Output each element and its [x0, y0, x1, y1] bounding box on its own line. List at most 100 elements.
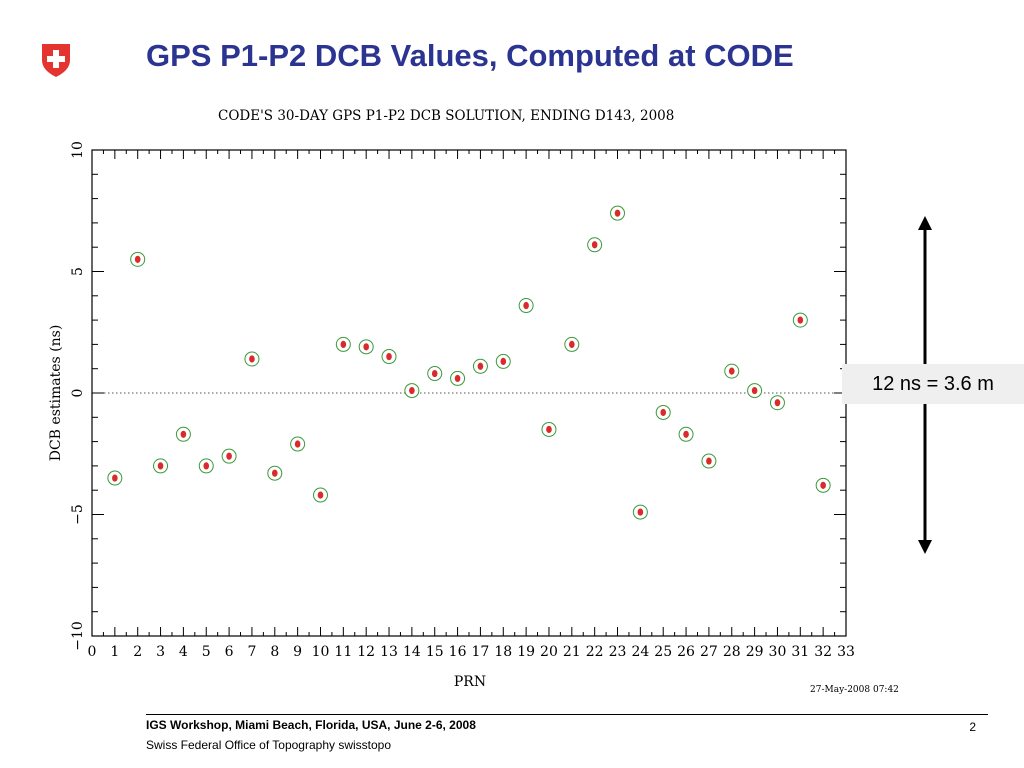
- data-point-dot: [569, 340, 575, 348]
- page-number: 2: [969, 720, 976, 734]
- data-point-dot: [774, 399, 781, 407]
- data-point-prn-8: [267, 465, 283, 481]
- data-point-prn-25: [655, 404, 671, 420]
- x-tick-label: 9: [293, 644, 302, 660]
- data-point-prn-3: [153, 458, 169, 474]
- data-point-prn-19: [518, 298, 534, 314]
- x-tick-label: 29: [746, 644, 764, 660]
- data-point-prn-11: [335, 336, 351, 352]
- data-point-dot: [112, 474, 118, 482]
- y-tick-label: 5: [70, 267, 86, 276]
- y-tick-label: 0: [70, 389, 86, 398]
- x-tick-label: 28: [723, 644, 741, 660]
- data-point-prn-20: [541, 421, 557, 437]
- data-point-prn-16: [450, 370, 466, 386]
- data-point-dot: [431, 369, 438, 378]
- x-tick-label: 8: [270, 644, 279, 660]
- data-point-dot: [820, 481, 826, 489]
- data-point-prn-27: [701, 453, 717, 469]
- x-tick-label: 15: [426, 644, 444, 660]
- x-tick-label: 23: [609, 644, 627, 660]
- data-point-dot: [751, 386, 758, 395]
- x-tick-label: 32: [814, 644, 832, 660]
- x-tick-label: 31: [791, 644, 809, 660]
- x-tick-label: 0: [88, 644, 97, 660]
- data-point-prn-4: [175, 426, 191, 442]
- data-point-dot: [728, 367, 735, 375]
- x-tick-label: 11: [334, 644, 352, 660]
- x-tick-label: 20: [540, 644, 558, 660]
- data-point-prn-17: [472, 358, 488, 374]
- footer-organization: Swiss Federal Office of Topography swiss…: [146, 738, 392, 752]
- x-tick-label: 3: [156, 644, 165, 660]
- data-point-prn-26: [678, 426, 694, 442]
- data-point-prn-30: [769, 395, 785, 411]
- data-point-dot: [317, 491, 324, 499]
- y-tick-label: 10: [70, 141, 86, 159]
- y-tick-label: −5: [70, 504, 86, 525]
- x-tick-label: 7: [247, 644, 256, 660]
- data-point-prn-10: [312, 487, 328, 503]
- data-point-dot: [797, 316, 804, 324]
- footer-event: IGS Workshop, Miami Beach, Florida, USA,…: [146, 718, 476, 732]
- data-point-prn-9: [290, 436, 306, 452]
- x-tick-label: 30: [769, 644, 787, 660]
- data-point-prn-31: [792, 312, 808, 328]
- data-point-prn-28: [724, 363, 740, 379]
- data-point-dot: [683, 430, 689, 438]
- chart-title: CODE'S 30-DAY GPS P1-P2 DCB SOLUTION, EN…: [218, 108, 674, 124]
- data-point-dot: [637, 508, 644, 516]
- data-point-prn-15: [427, 366, 443, 382]
- data-point-prn-5: [198, 458, 214, 474]
- x-tick-label: 27: [700, 644, 718, 660]
- y-axis-label: DCB estimates (ns): [48, 325, 64, 462]
- x-tick-label: 21: [563, 644, 581, 660]
- data-point-prn-29: [747, 383, 763, 399]
- data-point-dot: [409, 386, 415, 395]
- x-tick-label: 1: [110, 644, 119, 660]
- data-point-dot: [454, 374, 461, 383]
- tick-labels: 0 1 2 3 4 5 6 7 8 9 10 11 12 13 14 15 16 17 18 19 20 21 22 23 24…: [70, 141, 855, 660]
- x-tick-label: 17: [472, 644, 490, 660]
- y-tick-label: −10: [70, 621, 86, 651]
- data-point-dot: [500, 357, 507, 366]
- x-tick-label: 16: [449, 644, 467, 660]
- x-tick-label: 2: [133, 644, 142, 660]
- data-point-dot: [546, 425, 552, 434]
- data-point-prn-24: [632, 504, 648, 520]
- x-tick-label: 33: [837, 644, 855, 660]
- data-point-dot: [271, 469, 278, 477]
- x-tick-label: 24: [631, 644, 649, 660]
- x-tick-label: 22: [586, 644, 604, 660]
- x-tick-label: 4: [179, 644, 188, 660]
- data-point-dot: [134, 255, 141, 263]
- x-tick-label: 12: [357, 644, 375, 660]
- x-tick-label: 18: [494, 644, 512, 660]
- data-point-dot: [523, 301, 529, 310]
- x-tick-label: 6: [225, 644, 234, 660]
- data-point-dot: [340, 340, 347, 348]
- data-point-prn-32: [815, 477, 831, 493]
- data-point-dot: [386, 352, 392, 361]
- x-tick-label: 19: [517, 644, 535, 660]
- data-point-dot: [706, 457, 712, 465]
- slide-title: GPS P1-P2 DCB Values, Computed at CODE: [146, 38, 794, 73]
- data-point-dot: [363, 343, 369, 351]
- data-points: [107, 205, 831, 520]
- data-point-prn-23: [610, 205, 626, 221]
- data-point-prn-2: [130, 251, 146, 267]
- cross-horizontal: [47, 56, 65, 62]
- data-point-prn-14: [404, 383, 420, 399]
- x-tick-label: 25: [654, 644, 672, 660]
- data-point-prn-6: [221, 448, 237, 464]
- plot-frame: [91, 149, 847, 637]
- x-tick-label: 13: [380, 644, 398, 660]
- data-point-dot: [477, 362, 484, 370]
- x-axis-label: PRN: [454, 674, 486, 690]
- data-point-dot: [203, 462, 210, 470]
- dcb-scatter-chart: CODE'S 30-DAY GPS P1-P2 DCB SOLUTION, EN…: [48, 108, 899, 695]
- footer-divider: [146, 714, 988, 715]
- data-point-prn-13: [381, 349, 397, 365]
- x-tick-label: 10: [312, 644, 330, 660]
- data-point-dot: [591, 241, 598, 249]
